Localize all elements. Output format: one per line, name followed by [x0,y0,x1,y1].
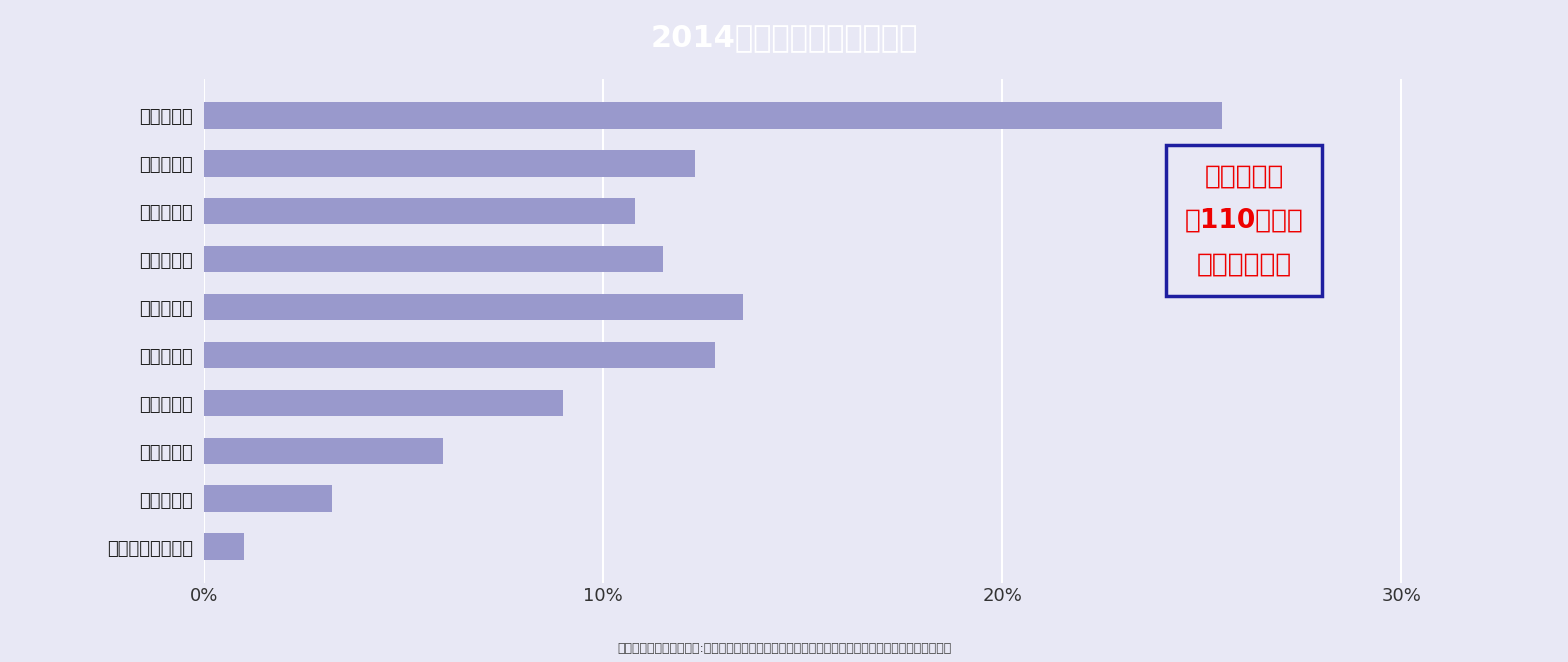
Bar [204,294,743,320]
Bar [204,485,331,512]
Bar [204,342,715,368]
Bar [204,390,563,416]
Text: 技能労働者
約110万人が
離職の可能性: 技能労働者 約110万人が 離職の可能性 [1185,164,1305,277]
Bar [204,246,663,272]
Bar [204,534,243,559]
Bar [204,198,635,224]
Text: 出典：国土交通省資料１:建設現場の生産性に関する現状「日本建設連合会「再生と進化に向けて」: 出典：国土交通省資料１:建設現場の生産性に関する現状「日本建設連合会「再生と進化… [616,642,952,655]
Bar [204,150,695,177]
Text: 2014年度の就業者年齢構成: 2014年度の就業者年齢構成 [651,24,917,52]
Bar [204,103,1221,128]
Bar [204,438,444,464]
